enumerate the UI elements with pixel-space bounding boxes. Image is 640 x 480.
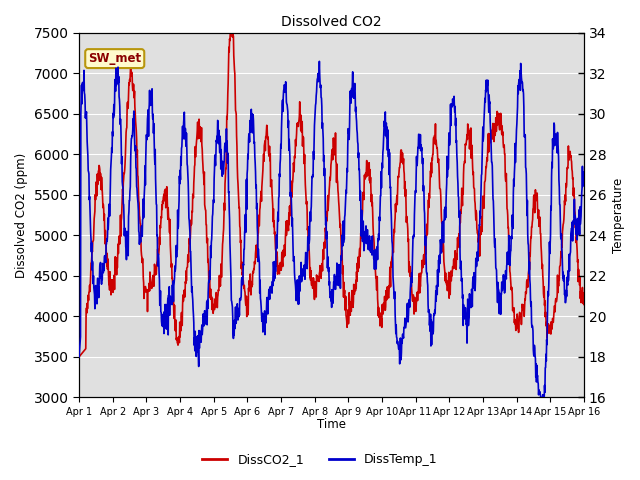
Title: Dissolved CO2: Dissolved CO2: [281, 15, 382, 29]
DissTemp_1: [188, 276, 195, 281]
DissTemp_1: [537, 395, 545, 400]
DissCO2_1: [227, 30, 234, 36]
DissTemp_1: [410, 232, 417, 238]
DissTemp_1: [580, 169, 588, 175]
X-axis label: Time: Time: [317, 419, 346, 432]
Legend: DissCO2_1, DissTemp_1: DissCO2_1, DissTemp_1: [197, 448, 443, 471]
DissTemp_1: [76, 354, 83, 360]
DissCO2_1: [520, 313, 528, 319]
DissCO2_1: [244, 312, 252, 317]
DissCO2_1: [476, 253, 483, 259]
Y-axis label: Dissolved CO2 (ppm): Dissolved CO2 (ppm): [15, 153, 28, 278]
DissCO2_1: [175, 335, 183, 341]
DissTemp_1: [520, 133, 528, 139]
DissCO2_1: [76, 354, 83, 360]
Line: DissCO2_1: DissCO2_1: [79, 33, 584, 357]
DissTemp_1: [476, 222, 483, 228]
DissCO2_1: [580, 301, 588, 307]
DissTemp_1: [175, 198, 183, 204]
Y-axis label: Temperature: Temperature: [612, 178, 625, 253]
DissTemp_1: [244, 152, 252, 157]
Text: SW_met: SW_met: [88, 52, 141, 65]
DissCO2_1: [188, 222, 195, 228]
Line: DissTemp_1: DissTemp_1: [79, 61, 584, 397]
DissCO2_1: [410, 296, 417, 301]
Bar: [79, 73, 584, 357]
DissTemp_1: [316, 59, 323, 64]
